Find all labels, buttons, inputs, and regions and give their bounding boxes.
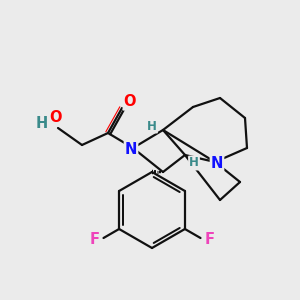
- Text: O: O: [124, 94, 136, 110]
- Text: O: O: [49, 110, 61, 125]
- Text: N: N: [211, 155, 223, 170]
- Text: F: F: [205, 232, 214, 247]
- Text: H: H: [189, 157, 199, 169]
- Text: H: H: [36, 116, 48, 130]
- Text: F: F: [89, 232, 100, 247]
- Text: H: H: [147, 119, 157, 133]
- Text: N: N: [125, 142, 137, 157]
